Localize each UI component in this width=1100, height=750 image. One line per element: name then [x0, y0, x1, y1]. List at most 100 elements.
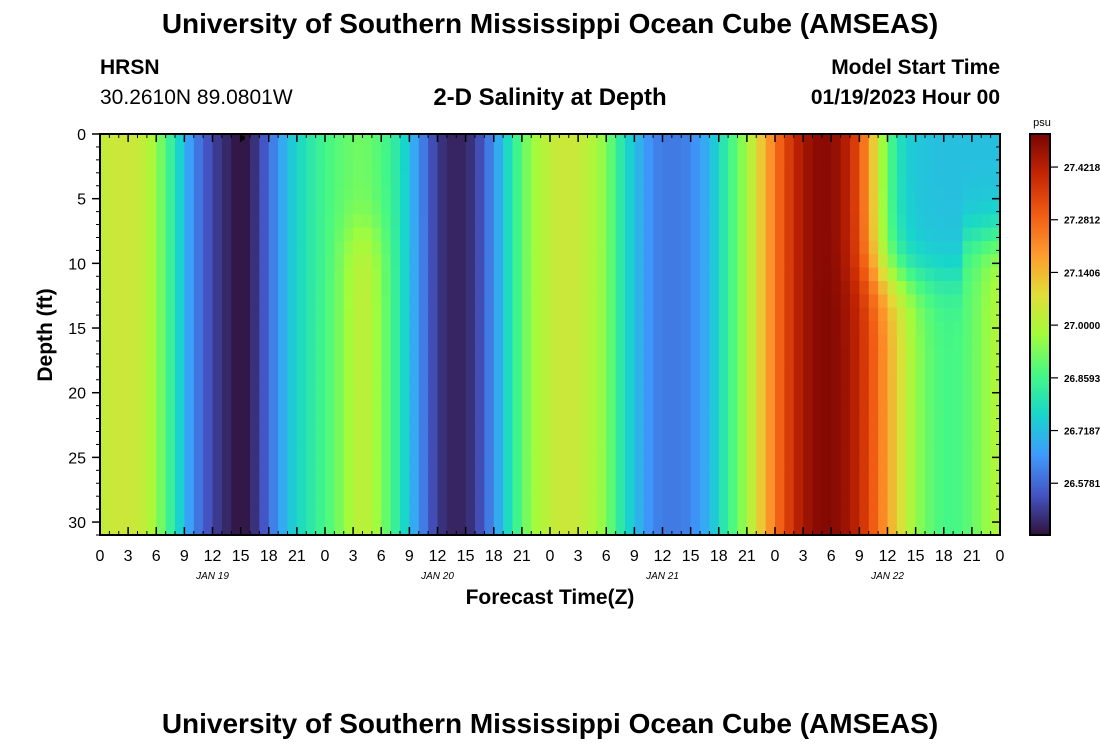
heatmap-cell: [221, 281, 232, 295]
heatmap-cell: [531, 494, 542, 509]
heatmap-cell: [765, 214, 776, 229]
heatmap-cell: [409, 508, 420, 523]
heatmap-cell: [475, 200, 485, 215]
heatmap-cell: [671, 307, 682, 322]
heatmap-cell: [662, 200, 673, 215]
heatmap-cell: [118, 160, 129, 175]
heatmap-cell: [137, 281, 148, 295]
heatmap-cell: [165, 428, 176, 443]
heatmap-cell: [531, 334, 542, 349]
heatmap-cell: [521, 414, 532, 429]
heatmap-cell: [681, 200, 692, 215]
heatmap-cell: [118, 281, 129, 295]
heatmap-cell: [353, 294, 364, 309]
heatmap-cell: [737, 200, 748, 215]
heatmap-cell: [568, 254, 579, 269]
heatmap-cell: [128, 281, 139, 295]
heatmap-cell: [681, 347, 692, 362]
heatmap-cell: [503, 468, 514, 483]
heatmap-cell: [503, 334, 514, 349]
heatmap-cell: [250, 521, 260, 536]
heatmap-cell: [559, 414, 570, 429]
heatmap-cell: [765, 481, 776, 496]
heatmap-cell: [943, 200, 954, 215]
heatmap-cell: [596, 281, 607, 295]
heatmap-cell: [587, 214, 598, 229]
heatmap-cell: [821, 281, 832, 295]
heatmap-cell: [971, 334, 982, 349]
heatmap-cell: [728, 214, 739, 229]
heatmap-cell: [765, 347, 776, 362]
heatmap-cell: [362, 428, 373, 443]
heatmap-cell: [100, 374, 110, 389]
heatmap-cell: [259, 254, 270, 269]
heatmap-cell: [821, 147, 832, 162]
heatmap-cell: [728, 401, 739, 416]
heatmap-cell: [315, 387, 326, 402]
heatmap-cell: [184, 187, 195, 202]
heatmap-cell: [915, 508, 926, 523]
heatmap-cell: [953, 361, 964, 376]
heatmap-cell: [418, 227, 429, 242]
heatmap-cell: [700, 240, 710, 255]
colorbar-tick-label: 27.1406: [1064, 268, 1100, 279]
heatmap-cell: [287, 134, 298, 148]
heatmap-cell: [371, 200, 382, 215]
x-tick-label: 0: [96, 548, 105, 565]
heatmap-cell: [803, 134, 814, 148]
heatmap-cell: [896, 160, 907, 175]
heatmap-cell: [343, 214, 354, 229]
heatmap-cell: [812, 361, 823, 376]
heatmap-cell: [915, 387, 926, 402]
heatmap-cell: [146, 521, 157, 536]
heatmap-cell: [456, 307, 467, 322]
heatmap-cell: [400, 454, 410, 469]
heatmap-cell: [784, 401, 795, 416]
heatmap-cell: [700, 174, 710, 189]
heatmap-cell: [203, 347, 214, 362]
heatmap-cell: [765, 508, 776, 523]
heatmap-cell: [878, 387, 889, 402]
heatmap-cell: [409, 281, 420, 295]
heatmap-cell: [793, 387, 804, 402]
heatmap-cell: [521, 307, 532, 322]
heatmap-cell: [437, 454, 448, 469]
heatmap-cell: [868, 227, 879, 242]
colorbar-unit: psu: [1033, 117, 1051, 129]
heatmap-cell: [371, 468, 382, 483]
heatmap-cell: [775, 508, 785, 523]
heatmap-cell: [634, 240, 645, 255]
heatmap-cell: [184, 281, 195, 295]
heatmap-cell: [409, 468, 420, 483]
heatmap-cell: [437, 160, 448, 175]
heatmap-cell: [953, 441, 964, 456]
heatmap-cell: [268, 227, 279, 242]
heatmap-cell: [521, 240, 532, 255]
heatmap-cell: [925, 387, 935, 402]
heatmap-cell: [643, 174, 654, 189]
heatmap-cell: [681, 227, 692, 242]
heatmap-cell: [400, 281, 410, 295]
heatmap-cell: [156, 361, 167, 376]
heatmap-cell: [671, 187, 682, 202]
heatmap-cell: [259, 361, 270, 376]
heatmap-cell: [746, 307, 757, 322]
heatmap-cell: [268, 334, 279, 349]
heatmap-cell: [428, 147, 439, 162]
heatmap-cell: [578, 334, 589, 349]
heatmap-cell: [756, 374, 767, 389]
heatmap-cell: [193, 468, 204, 483]
heatmap-cell: [381, 441, 392, 456]
heatmap-cell: [953, 240, 964, 255]
heatmap-cell: [203, 160, 214, 175]
heatmap-cell: [428, 321, 439, 336]
heatmap-cell: [521, 428, 532, 443]
heatmap-cell: [465, 468, 476, 483]
heatmap-cell: [728, 187, 739, 202]
heatmap-cell: [465, 321, 476, 336]
heatmap-cell: [446, 134, 457, 148]
heatmap-cell: [512, 401, 523, 416]
heatmap-cell: [418, 347, 429, 362]
heatmap-cell: [325, 160, 335, 175]
heatmap-cell: [315, 347, 326, 362]
